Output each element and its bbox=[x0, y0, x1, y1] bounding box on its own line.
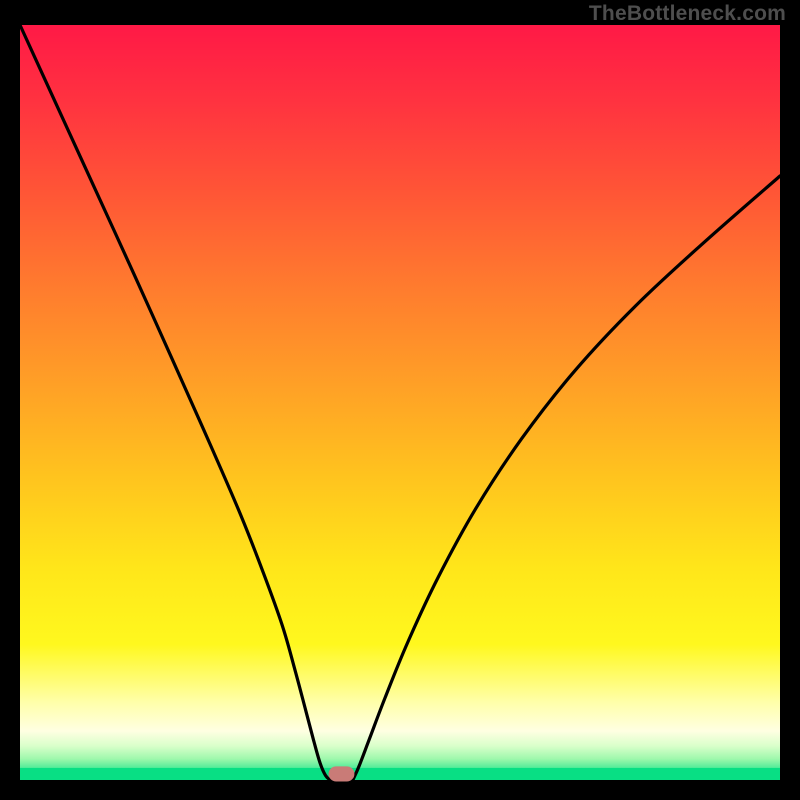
optimal-point-marker bbox=[329, 766, 355, 781]
bottleneck-chart bbox=[0, 0, 800, 800]
plot-gradient-area bbox=[20, 25, 780, 780]
plot-base-band bbox=[20, 768, 780, 780]
outer-frame: TheBottleneck.com bbox=[0, 0, 800, 800]
watermark-text: TheBottleneck.com bbox=[589, 2, 786, 26]
